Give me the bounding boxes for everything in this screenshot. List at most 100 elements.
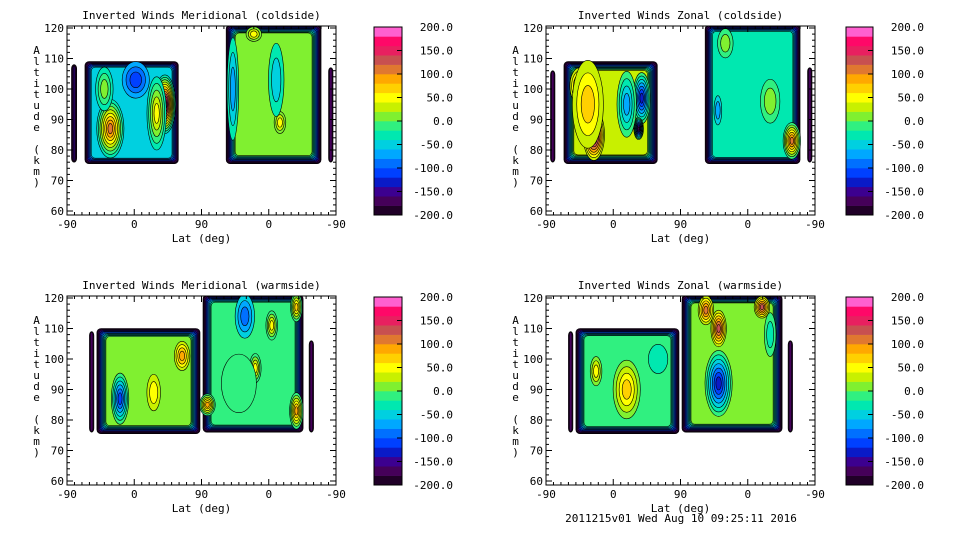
y-tick-label: 80 [51,414,64,427]
x-axis-label: Lat (deg) [651,232,711,245]
contour-blob [715,376,722,391]
y-tick-label: 90 [530,384,543,397]
x-tick-label: 90 [674,488,687,501]
contour-blob [703,305,709,315]
colorbar-tick-label: 100.0 [420,68,453,81]
colorbar-swatch [374,158,402,169]
contour-panel-4: 60 70 80 90 100 110 120 -90 0 90 0 -90 Inverted Wind… [523,279,924,515]
y-tick-label: 80 [530,144,543,157]
x-tick-label: -90 [805,218,825,231]
y-tick-label: 100 [44,353,64,366]
colorbar-swatch [846,428,873,439]
contour-band [788,341,792,432]
colorbar-swatch [374,419,402,429]
colorbar-tick-label: 200.0 [891,291,924,304]
contour-band [808,68,812,162]
y-tick-label: 120 [523,22,543,35]
colorbar-swatch [846,475,873,486]
y-tick-label: 110 [523,323,543,336]
contour-blob [149,381,159,404]
contour-band [72,65,76,161]
y-tick-label: 120 [523,292,543,305]
colorbar-swatch [846,306,873,317]
colorbar-swatch [374,334,402,345]
panel-title: Inverted Winds Zonal (coldside) [578,9,783,22]
colorbar-swatch [846,325,873,335]
colorbar-tick-label: 100.0 [891,338,924,351]
colorbar-swatch [374,381,402,392]
colorbar-swatch [374,205,402,216]
colorbar-tick-label: 150.0 [420,45,453,58]
contour-blob [100,79,109,99]
y-tick-label: 60 [530,475,543,488]
contour-band [551,71,555,162]
colorbar-tick-label: 50.0 [427,92,454,105]
y-axis-label: Altitude (km) [509,44,522,187]
contour-blob [277,117,283,128]
colorbar-swatch [846,362,873,373]
colorbar-tick-label: -150.0 [884,456,924,469]
colorbar-swatch [846,111,873,122]
colorbar-swatch [846,456,873,467]
colorbar-swatch [846,381,873,392]
colorbar-swatch [846,391,873,401]
y-tick-label: 120 [44,22,64,35]
x-tick-label: 0 [610,218,617,231]
colorbar: 200.0 150.0 100.0 50.0 0.0 -50.0 -100.0 -150.0 -… [845,291,924,492]
colorbar-swatch [846,297,873,307]
colorbar-swatch [846,409,873,420]
contour-field [568,296,793,435]
contour-panel-3: 60 70 80 90 100 110 120 -90 0 90 0 -90 Inverted Wind… [44,279,453,515]
contour-panel-1: 60 70 80 90 100 110 120 -90 0 90 0 -90 Inverted Wind… [44,9,453,245]
y-tick-label: 80 [51,144,64,157]
colorbar-swatch [374,391,402,401]
contour-blob [230,66,236,112]
colorbar-tick-label: 50.0 [427,362,454,375]
x-tick-label: 0 [131,488,138,501]
footer-timestamp: 2011215v01 Wed Aug 10 09:25:11 2016 [565,512,797,525]
colorbar-swatch [374,466,402,476]
x-tick-label: 0 [610,488,617,501]
contour-blob [269,320,274,331]
x-tick-label: 0 [744,218,751,231]
colorbar-tick-label: -100.0 [884,162,924,175]
colorbar-tick-label: 150.0 [891,315,924,328]
colorbar-swatch [374,196,402,206]
colorbar-swatch [846,55,873,65]
colorbar-tick-label: -100.0 [884,432,924,445]
contour-blob [205,401,210,408]
contour-blob [250,30,258,38]
colorbar-tick-label: 0.0 [904,115,924,128]
colorbar-tick-label: -50.0 [420,409,453,422]
colorbar-swatch [374,27,402,37]
contour-blob [294,406,299,416]
contour-blob [221,353,257,413]
colorbar-swatch [846,334,873,345]
colorbar-swatch [846,139,873,150]
colorbar-tick-label: 200.0 [420,21,453,34]
colorbar-swatch [846,83,873,94]
contour-blob [580,85,595,124]
colorbar: 200.0 150.0 100.0 50.0 0.0 -50.0 -100.0 -150.0 -… [373,291,454,492]
contour-blob [153,103,160,124]
colorbar-swatch [374,344,402,354]
x-tick-label: -90 [326,218,346,231]
colorbar-tick-label: -50.0 [891,139,924,152]
contour-field [550,26,813,165]
colorbar-swatch [374,45,402,56]
colorbar-swatch [846,196,873,206]
colorbar-swatch [846,372,873,382]
colorbar-swatch [846,419,873,429]
colorbar-swatch [374,64,402,75]
colorbar-tick-label: 0.0 [433,115,453,128]
contour-field [89,296,314,435]
x-tick-label: -90 [536,218,556,231]
y-tick-label: 90 [51,114,64,127]
y-tick-label: 70 [51,445,64,458]
y-tick-label: 110 [44,323,64,336]
y-tick-label: 100 [44,83,64,96]
panel-title: Inverted Winds Meridional (warmside) [82,279,320,292]
contour-blob [766,321,774,349]
y-tick-label: 70 [51,175,64,188]
y-tick-label: 70 [530,175,543,188]
